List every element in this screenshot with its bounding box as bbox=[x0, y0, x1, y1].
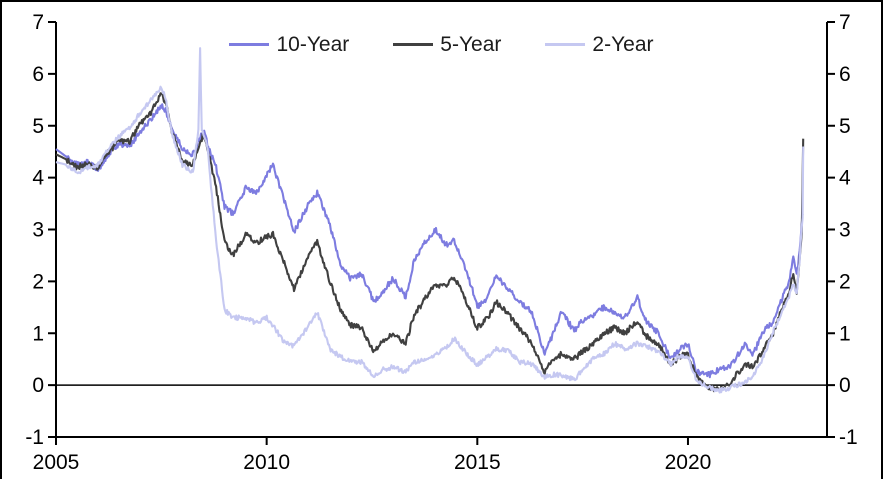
y-tick-label-left: 4 bbox=[32, 167, 44, 190]
y-tick-label-left: 7 bbox=[32, 11, 44, 34]
y-tick-label-right: 2 bbox=[839, 270, 851, 293]
y-tick-label-left: 3 bbox=[32, 219, 44, 242]
y-tick-label-left: 5 bbox=[32, 115, 44, 138]
y-tick-label-right: 7 bbox=[839, 11, 851, 34]
y-tick-label-right: 6 bbox=[839, 63, 851, 86]
y-tick-label-right: 4 bbox=[839, 167, 851, 190]
x-tick-label: 2010 bbox=[243, 451, 290, 474]
y-tick-label-left: 6 bbox=[32, 63, 44, 86]
y-tick-label-left: 0 bbox=[32, 374, 44, 397]
plot-line-10-year bbox=[55, 103, 804, 379]
y-tick-label-left: 1 bbox=[32, 322, 44, 345]
x-tick-label: 2005 bbox=[33, 451, 80, 474]
y-tick-label-left: -1 bbox=[25, 426, 44, 449]
y-tick-label-right: 0 bbox=[839, 374, 851, 397]
x-tick-label: 2020 bbox=[665, 451, 712, 474]
y-tick-label-right: 5 bbox=[839, 115, 851, 138]
plot-line-2-year bbox=[55, 47, 805, 394]
y-tick-label-right: 1 bbox=[839, 322, 851, 345]
y-tick-label-right: -1 bbox=[839, 426, 858, 449]
y-tick-label-right: 3 bbox=[839, 219, 851, 242]
y-tick-label-left: 2 bbox=[32, 270, 44, 293]
x-tick-label: 2015 bbox=[454, 451, 501, 474]
plot-line-5-year bbox=[55, 92, 805, 393]
